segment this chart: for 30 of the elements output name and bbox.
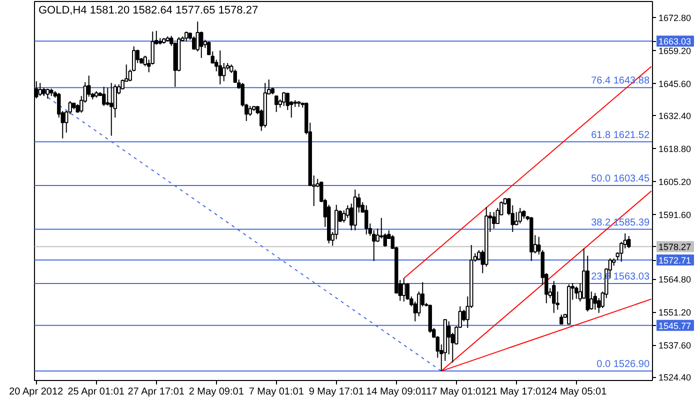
- x-tick-label: 27 Apr 17:01: [128, 386, 185, 398]
- y-tick-label: 1572.71: [658, 256, 692, 266]
- ref-line-label: 50.0 1603.45: [591, 174, 650, 185]
- x-tick-label: 17 May 01:01: [426, 386, 488, 398]
- y-tick-label: 1632.40: [658, 110, 692, 121]
- chart-title: GOLD,H4 1581.20 1582.64 1577.65 1578.27: [38, 4, 258, 16]
- x-tick-label: 21 May 17:01: [486, 386, 548, 398]
- x-tick-label: 14 May 09:01: [366, 386, 428, 398]
- ref-line-label: 61.8 1621.52: [591, 130, 650, 141]
- ref-line-label: 38.2 1585.39: [591, 217, 650, 228]
- y-tick-label: 1618.80: [658, 144, 692, 154]
- y-tick-label: 1672.80: [658, 12, 692, 23]
- y-tick-label: 1659.20: [658, 46, 692, 56]
- x-tick-label: 25 Apr 01:01: [68, 386, 125, 398]
- y-tick-label: 1551.20: [658, 308, 692, 318]
- x-tick-label: 9 May 17:01: [308, 386, 364, 398]
- ref-line-label: 0.0 1526.90: [596, 359, 650, 370]
- y-tick-label: 1524.40: [658, 372, 692, 383]
- y-tick-label: 1591.60: [658, 210, 692, 220]
- x-tick-label: 7 May 01:01: [248, 386, 304, 398]
- y-tick-label: 1545.77: [658, 320, 692, 331]
- y-tick-label: 1537.60: [658, 340, 692, 351]
- y-tick-label: 1564.80: [658, 274, 692, 285]
- x-tick-label: 2 May 09:01: [188, 386, 244, 398]
- y-tick-label: 1645.60: [658, 78, 692, 89]
- y-tick-label: 1605.20: [658, 176, 692, 187]
- y-tick-label: 1663.03: [658, 36, 692, 47]
- x-tick-label: 24 May 05:01: [546, 386, 608, 398]
- x-tick-label: 20 Apr 2012: [9, 386, 64, 398]
- y-tick-label: 1578.27: [658, 242, 692, 252]
